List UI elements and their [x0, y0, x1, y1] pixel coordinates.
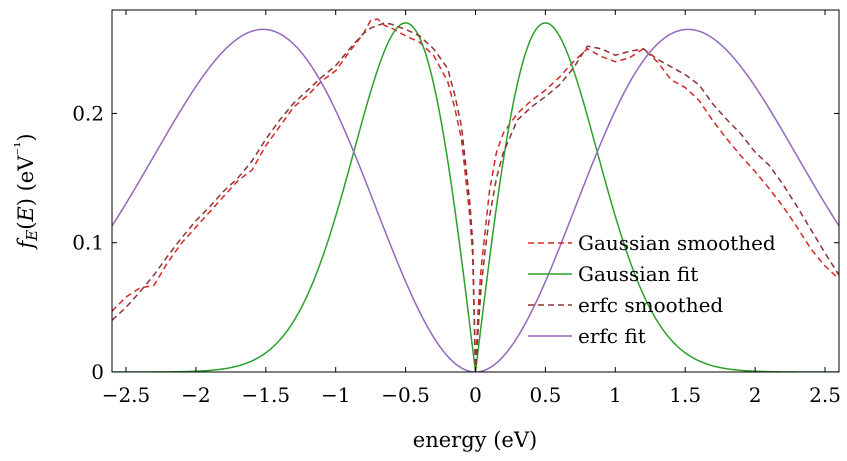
x-tick-label: −2 — [181, 383, 210, 407]
ticks-layer — [112, 10, 839, 373]
x-tick-label: 1 — [609, 383, 622, 407]
legend-label: Gaussian smoothed — [578, 231, 776, 255]
legend-label: erfc fit — [578, 324, 646, 348]
x-tick-label: −0.5 — [381, 383, 430, 407]
y-tick-label: 0.2 — [72, 101, 104, 125]
x-tick-label: 2 — [749, 383, 762, 407]
legend: Gaussian smoothed Gaussian fit erfc smooth… — [528, 231, 776, 348]
series-line-erfc-fit — [112, 28, 839, 372]
series-line-gaussian-smoothed — [112, 18, 839, 372]
x-tick-label: −1 — [321, 383, 350, 407]
x-tick-label: −2.5 — [102, 383, 151, 407]
series-layer — [112, 18, 839, 372]
x-tick-label: 0 — [469, 383, 482, 407]
x-tick-label: 0.5 — [529, 383, 561, 407]
x-axis-title: energy (eV) — [413, 428, 537, 452]
x-tick-label: 2.5 — [809, 383, 841, 407]
y-tick-label: 0 — [91, 360, 104, 384]
y-axis-title: fE(E) (eV⁻¹) — [11, 133, 41, 250]
plot-frame — [111, 9, 840, 373]
legend-label: erfc smoothed — [578, 293, 723, 317]
series-line-erfc-smoothed — [112, 22, 839, 372]
x-tick-label: −1.5 — [241, 383, 290, 407]
series-line-gaussian-fit — [112, 22, 839, 372]
y-tick-label: 0.1 — [72, 231, 104, 255]
x-tick-label: 1.5 — [669, 383, 701, 407]
ticklabels-layer: −2.5 −2 −1.5 −1 −0.5 0 0.5 1 1.5 2 2.5 0 0.1 0.2 — [72, 101, 841, 407]
legend-label: Gaussian fit — [578, 262, 698, 286]
